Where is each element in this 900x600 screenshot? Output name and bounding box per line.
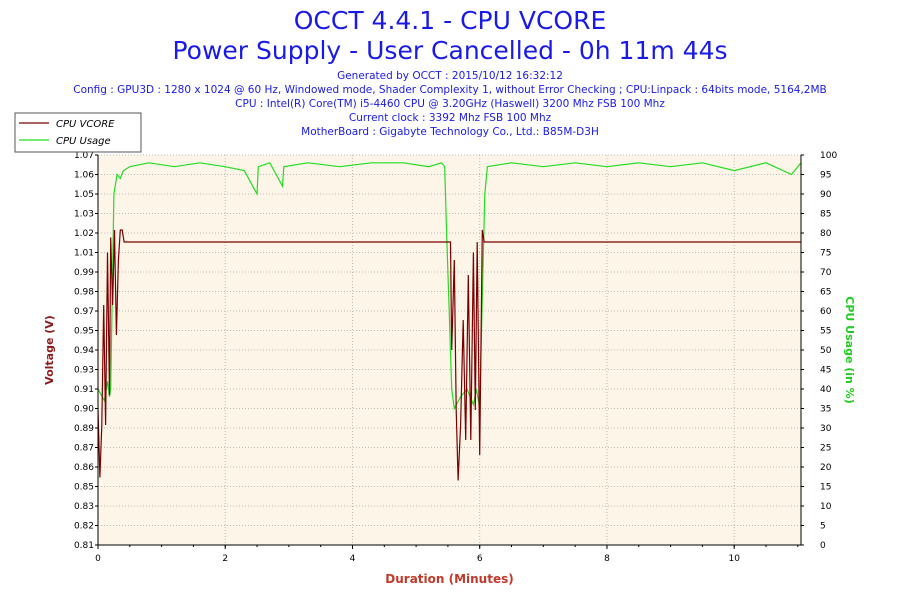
y2-tick-label: 10: [820, 502, 832, 512]
x-axis-title: Duration (Minutes): [385, 572, 513, 586]
y2-tick-label: 50: [820, 346, 832, 356]
y-tick-label: 0.90: [74, 405, 94, 415]
y-tick-label: 0.82: [74, 522, 94, 532]
cpu-line: CPU : Intel(R) Core(TM) i5-4460 CPU @ 3.…: [235, 98, 665, 110]
y-tick-label: 1.02: [74, 229, 94, 239]
y-tick-label: 1.03: [74, 210, 94, 220]
y-tick-label: 0.95: [74, 327, 94, 337]
axes: [95, 154, 804, 549]
y-axis-title-left: Voltage (V): [43, 315, 56, 385]
legend: CPU VCORE CPU Usage: [14, 112, 142, 153]
y-tick-label: 0.85: [74, 483, 94, 493]
y2-tick-label: 80: [820, 229, 832, 239]
grid: [97, 154, 801, 546]
y2-tick-label: 0: [820, 541, 826, 551]
y-tick-label: 0.94: [74, 346, 94, 356]
series-line-cpu-vcore: [98, 229, 801, 481]
y-tick-label: 1.06: [74, 171, 94, 181]
y2-tick-label: 60: [820, 307, 832, 317]
y-tick-label: 0.81: [74, 541, 94, 551]
y2-tick-label: 5: [820, 522, 826, 532]
y-tick-label: 0.97: [74, 307, 94, 317]
y2-tick-label: 90: [820, 190, 832, 200]
y2-tick-label: 45: [820, 366, 831, 376]
y-axis-title-right: CPU Usage (in %): [843, 296, 856, 403]
y2-tick-label: 25: [820, 444, 831, 454]
generated-line: Generated by OCCT : 2015/10/12 16:32:12: [337, 70, 563, 82]
series-lines: [98, 162, 801, 481]
y2-tick-label: 35: [820, 405, 831, 415]
y-tick-label: 0.87: [74, 444, 94, 454]
y-tick-label: 1.05: [74, 190, 94, 200]
y-tick-label: 0.83: [74, 502, 94, 512]
y-tick-label: 0.99: [74, 268, 94, 278]
y2-tick-label: 30: [820, 424, 832, 434]
y2-tick-label: 100: [820, 151, 837, 161]
y-tick-label: 1.07: [74, 151, 94, 161]
x-tick-label: 8: [604, 554, 610, 564]
x-tick-label: 10: [728, 554, 740, 564]
y2-tick-label: 55: [820, 327, 831, 337]
chart-title: OCCT 4.4.1 - CPU VCORE: [293, 6, 607, 35]
y2-tick-label: 95: [820, 171, 831, 181]
x-tick-label: 4: [350, 554, 356, 564]
tick-labels: 0.81 0.82 0.83 0.85 0.86 0.87 0.89 0.90 0.91 0.93…: [74, 151, 837, 564]
legend-label: CPU Usage: [56, 136, 111, 147]
series-line-cpu-usage: [98, 162, 801, 411]
y-tick-label: 1.01: [74, 249, 94, 259]
y2-tick-label: 40: [820, 385, 832, 395]
clock-line: Current clock : 3392 Mhz FSB 100 Mhz: [348, 112, 552, 124]
y2-tick-label: 70: [820, 268, 832, 278]
y-tick-label: 0.93: [74, 366, 94, 376]
y2-tick-label: 15: [820, 483, 831, 493]
legend-box: [14, 112, 142, 153]
y-tick-label: 0.89: [74, 424, 94, 434]
y2-tick-label: 20: [820, 463, 832, 473]
x-tick-label: 2: [222, 554, 228, 564]
x-tick-label: 6: [477, 554, 483, 564]
config-line: Config : GPU3D : 1280 x 1024 @ 60 Hz, Wi…: [73, 84, 827, 96]
y2-tick-label: 75: [820, 249, 831, 259]
y-tick-label: 0.98: [74, 288, 94, 298]
x-tick-label: 0: [95, 554, 101, 564]
legend-label: CPU VCORE: [56, 119, 115, 130]
chart-subtitle: Power Supply - User Cancelled - 0h 11m 4…: [172, 36, 728, 65]
y-tick-label: 0.86: [74, 463, 94, 473]
y2-tick-label: 85: [820, 210, 831, 220]
y-tick-label: 0.91: [74, 385, 94, 395]
y2-tick-label: 65: [820, 288, 831, 298]
motherboard-line: MotherBoard : Gigabyte Technology Co., L…: [301, 126, 599, 138]
